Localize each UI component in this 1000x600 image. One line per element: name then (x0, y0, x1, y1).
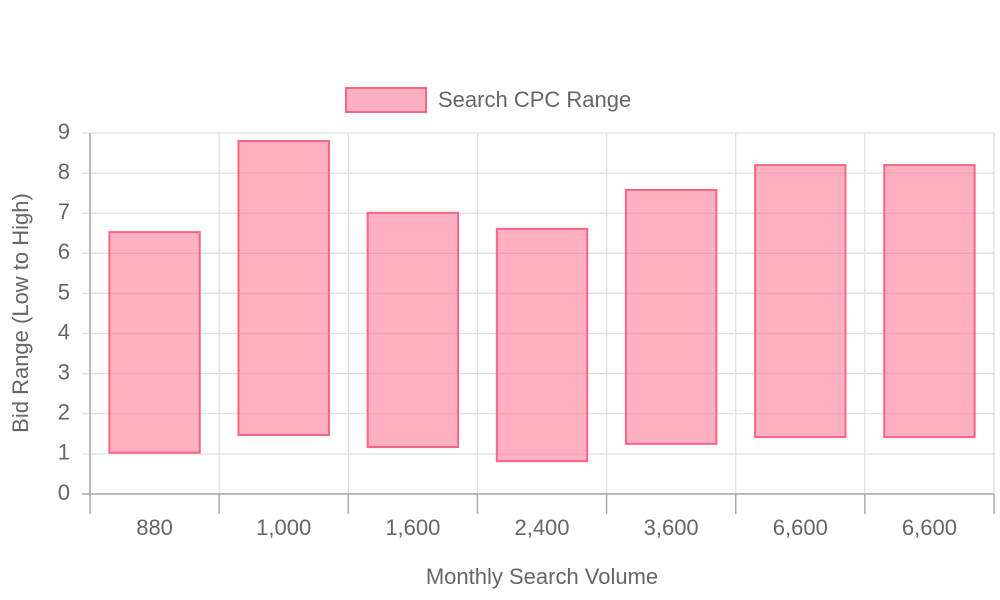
legend-swatch (345, 87, 427, 113)
bar (237, 140, 330, 437)
bar (883, 164, 976, 439)
y-tick-label: 1 (58, 440, 70, 465)
x-axis-title: Monthly Search Volume (426, 564, 658, 589)
x-tick-label: 1,600 (385, 515, 440, 540)
y-tick-label: 0 (58, 480, 70, 505)
bar (366, 211, 460, 449)
y-tick-label: 3 (58, 359, 70, 384)
bar (624, 188, 718, 445)
y-tick-label: 4 (58, 319, 70, 344)
bar (754, 164, 847, 439)
legend-label: Search CPC Range (438, 87, 631, 112)
y-axis-title: Bid Range (Low to High) (8, 193, 33, 433)
y-tick-label: 5 (58, 279, 70, 304)
y-tick-label: 8 (58, 159, 70, 184)
bar (495, 227, 589, 463)
bar (108, 231, 201, 454)
x-tick-label: 6,600 (773, 515, 828, 540)
x-tick-label: 3,600 (644, 515, 699, 540)
x-tick-label: 6,600 (902, 515, 957, 540)
y-tick-label: 2 (58, 400, 70, 425)
y-tick-label: 7 (58, 199, 70, 224)
x-tick-label: 1,000 (256, 515, 311, 540)
y-tick-label: 9 (58, 119, 70, 144)
y-tick-label: 6 (58, 239, 70, 264)
x-tick-label: 2,400 (514, 515, 569, 540)
x-tick-label: 880 (136, 515, 173, 540)
